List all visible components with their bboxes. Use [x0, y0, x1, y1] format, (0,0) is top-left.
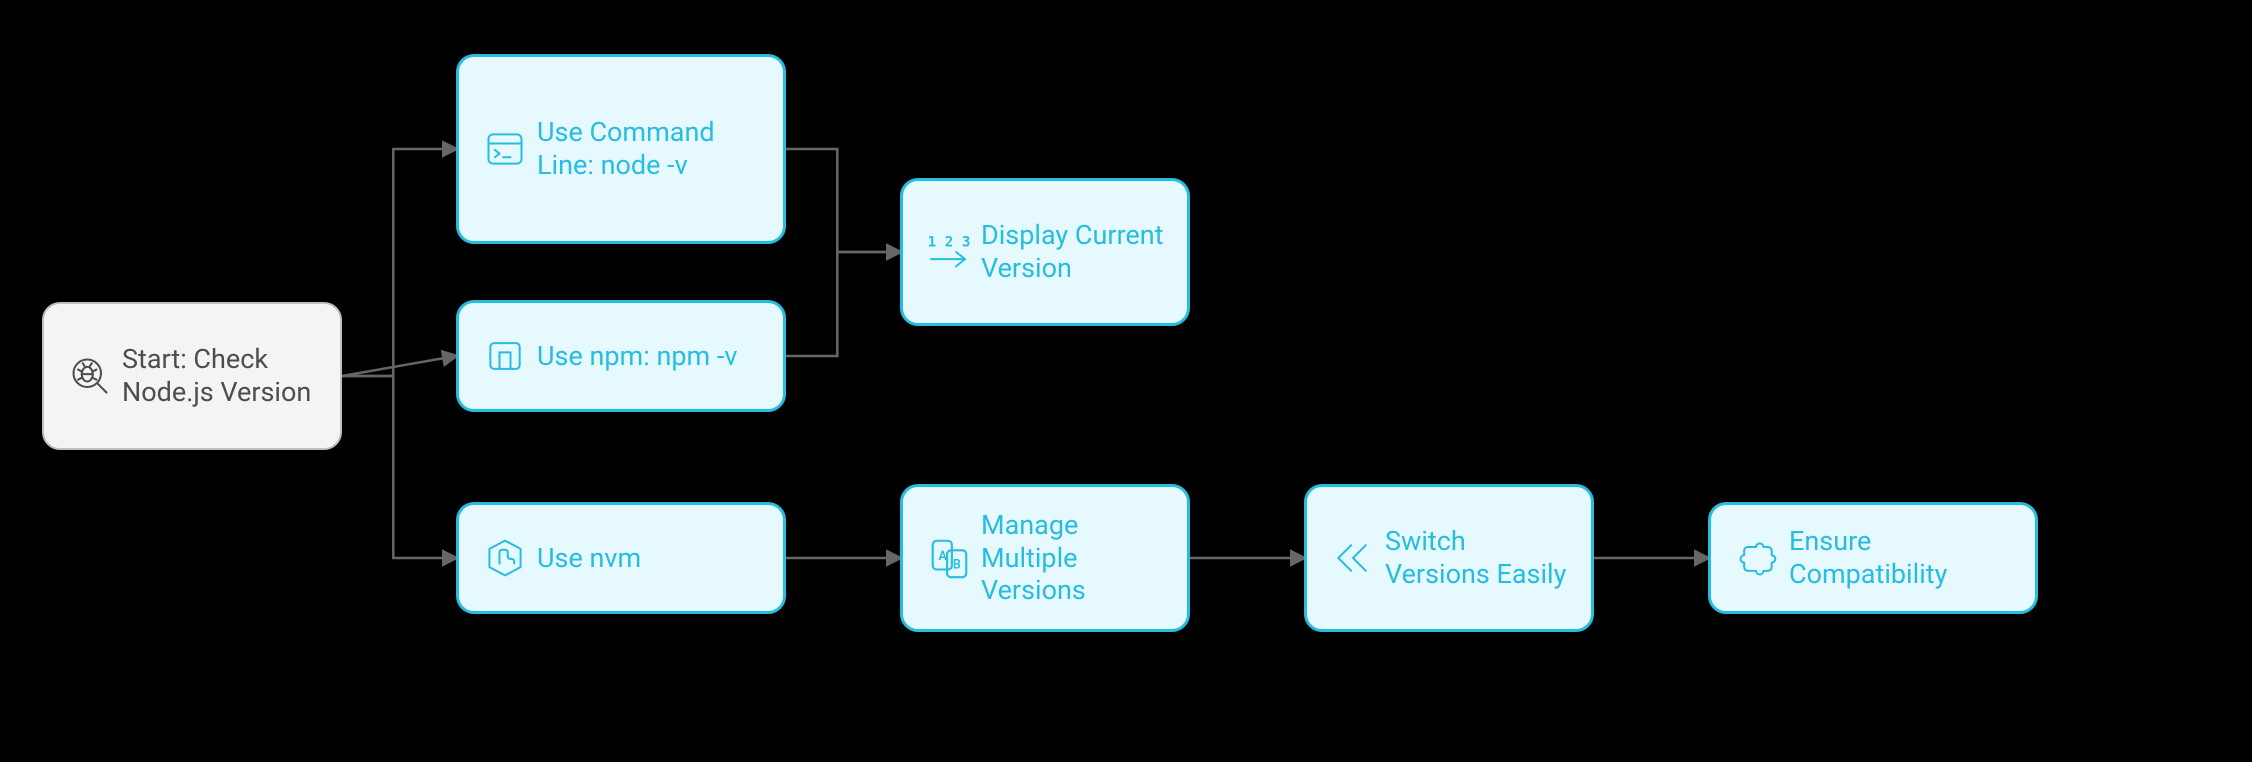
- bug-search-icon: [64, 354, 116, 398]
- node-label: Start: Check Node.js Version: [116, 343, 318, 409]
- node-label: Display Current Version: [975, 219, 1165, 285]
- node-start: Start: Check Node.js Version: [42, 302, 342, 450]
- numbers-arrow-icon: 1 2 3: [923, 230, 975, 274]
- node-cmd: Use Command Line: node -v: [456, 54, 786, 244]
- node-label: Ensure Compatibility: [1783, 525, 2013, 591]
- node-display: 1 2 3 Display Current Version: [900, 178, 1190, 326]
- edge-npm-to-display: [786, 252, 900, 356]
- node-label: Use npm: npm -v: [531, 340, 761, 373]
- node-label: Use nvm: [531, 542, 761, 575]
- edge-cmd-to-display: [786, 149, 900, 252]
- node-npm: Use npm: npm -v: [456, 300, 786, 412]
- node-label: Switch Versions Easily: [1379, 525, 1569, 591]
- edge-start-to-npm: [342, 356, 456, 376]
- edge-start-to-cmd: [342, 149, 456, 376]
- svg-text:B: B: [953, 558, 961, 573]
- npm-icon: [479, 334, 531, 378]
- node-compat: Ensure Compatibility: [1708, 502, 2038, 614]
- node-switch: Switch Versions Easily: [1304, 484, 1594, 632]
- node-nvm: Use nvm: [456, 502, 786, 614]
- ab-devices-icon: A B: [923, 535, 975, 581]
- svg-text:1 2 3: 1 2 3: [928, 235, 971, 251]
- node-manage: A B Manage Multiple Versions: [900, 484, 1190, 632]
- node-label: Use Command Line: node -v: [531, 116, 761, 182]
- node-label: Manage Multiple Versions: [975, 509, 1165, 608]
- nodejs-icon: [479, 536, 531, 580]
- rewind-icon: [1327, 536, 1379, 580]
- terminal-icon: [479, 127, 531, 171]
- edge-start-to-nvm: [342, 376, 456, 558]
- puzzle-icon: [1731, 536, 1783, 580]
